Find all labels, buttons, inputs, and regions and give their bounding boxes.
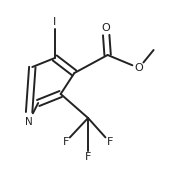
Text: F: F (85, 152, 91, 162)
Text: O: O (134, 63, 143, 73)
Text: N: N (25, 117, 32, 127)
Text: F: F (62, 137, 69, 147)
Text: O: O (101, 23, 110, 33)
Text: I: I (53, 17, 56, 27)
Text: F: F (106, 137, 113, 147)
